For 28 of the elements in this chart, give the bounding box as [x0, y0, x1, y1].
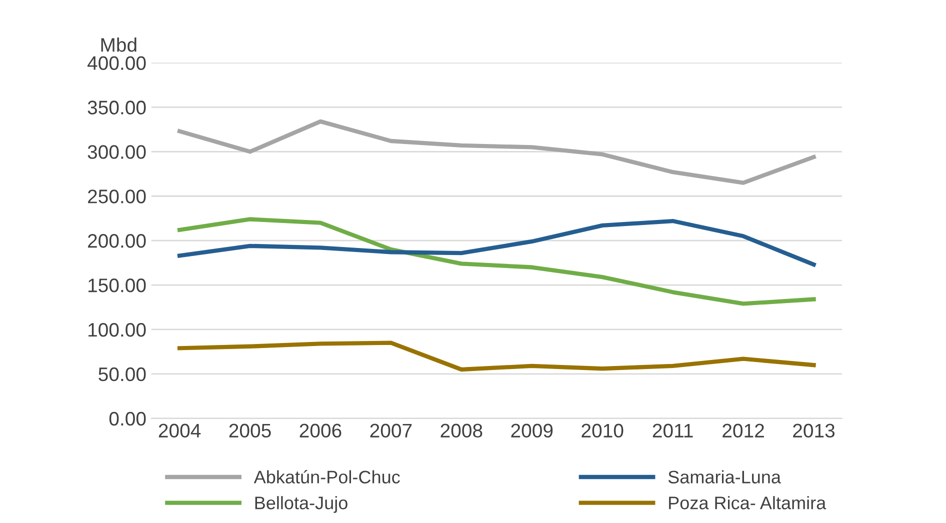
y-tick-label: 100.00 [88, 322, 146, 337]
y-tick-label: 400.00 [87, 56, 146, 70]
line-series [177, 340, 816, 372]
x-tick-label: 2005 [229, 424, 271, 438]
y-tick-label: 350.00 [88, 100, 146, 114]
x-tick-label: 2013 [793, 424, 835, 438]
legend-label: Bellota-Jujo [255, 496, 348, 513]
y-tick-label: 150.00 [88, 278, 146, 292]
x-tick-label: 2004 [158, 424, 201, 438]
y-axis-title: Mbd [101, 38, 136, 52]
legend-label: Poza Rica- Altamira [669, 496, 826, 510]
legend-label: Abkatún-Pol-Chuc [254, 470, 400, 484]
y-tick-label: 50.00 [98, 367, 146, 382]
x-tick-label: 2009 [511, 424, 553, 438]
x-tick-label: 2011 [652, 424, 693, 438]
y-tick-label: 0.00 [109, 412, 146, 426]
legend-label: Samaria-Luna [668, 470, 781, 484]
y-tick-label: 250.00 [88, 190, 146, 204]
y-tick-label: 300.00 [88, 145, 146, 159]
x-tick-label: 2007 [370, 424, 412, 438]
x-tick-label: 2012 [722, 424, 764, 438]
x-tick-label: 2008 [440, 424, 482, 438]
y-tick-label: 200.00 [88, 234, 146, 248]
x-tick-label: 2006 [300, 424, 342, 438]
x-tick-label: 2010 [582, 424, 624, 438]
line-series [177, 217, 816, 306]
line-series [177, 218, 816, 267]
line-series [177, 119, 816, 185]
